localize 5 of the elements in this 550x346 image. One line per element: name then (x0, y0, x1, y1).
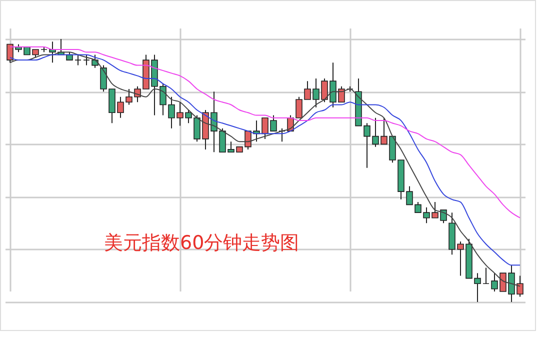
candlestick (482, 267, 490, 284)
candlestick (83, 54, 90, 66)
candlestick (278, 128, 286, 142)
text: 美元指数60分钟走势图 (104, 232, 300, 254)
candlestick (74, 54, 82, 66)
